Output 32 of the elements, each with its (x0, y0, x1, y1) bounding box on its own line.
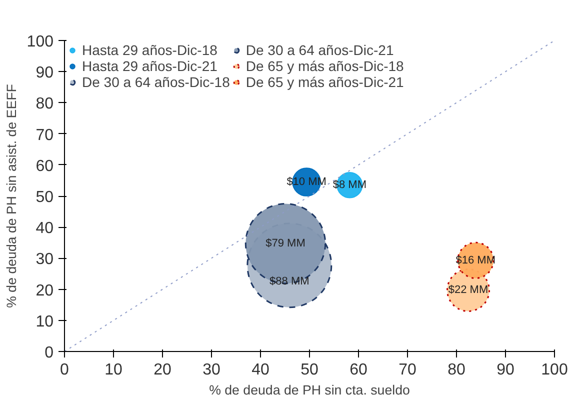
y-tick-label: 0 (44, 344, 54, 362)
y-tick-label: 60 (36, 158, 54, 175)
legend-label: De 30 a 64 años-Dic-18 (82, 74, 230, 90)
legend-label: De 65 y más años-Dic-21 (246, 74, 404, 90)
x-tick-label: 90 (496, 362, 514, 378)
x-tick-label: 70 (398, 362, 416, 378)
y-tick-label: 10 (36, 313, 54, 330)
x-tick-label: 50 (300, 362, 318, 378)
legend-label: Hasta 29 años-Dic-18 (82, 42, 218, 58)
y-tick-label: 30 (36, 251, 54, 268)
y-tick-label: 80 (36, 96, 54, 113)
annotation: $22 MM (448, 284, 488, 296)
y-tick-label: 50 (36, 189, 54, 206)
x-tick-label: 100 (541, 362, 568, 378)
x-tick-label: 40 (252, 362, 270, 378)
x-tick-label: 10 (104, 362, 122, 378)
x-tick-label: 60 (350, 362, 368, 378)
y-tick-label: 70 (36, 126, 54, 144)
y-tick-label: 20 (36, 282, 54, 300)
y-tick-label: 90 (36, 64, 54, 82)
x-tick-label: 20 (154, 362, 172, 378)
x-tick-label: 80 (448, 362, 466, 378)
y-tick-label: 40 (36, 220, 54, 238)
x-tick-label: 0 (60, 362, 70, 378)
x-axis-title: % de deuda de PH sin cta. sueldo (209, 382, 410, 398)
legend-label: De 30 a 64 años-Dic-21 (246, 42, 394, 58)
y-axis-title: % de deuda de PH sin asist. de EEFF (4, 84, 19, 308)
legend-label: De 65 y más años-Dic-18 (246, 58, 404, 74)
x-tick-label: 30 (202, 362, 220, 378)
legend-label: Hasta 29 años-Dic-21 (82, 58, 218, 74)
annotation: $79 MM (266, 238, 306, 250)
y-tick-label: 100 (26, 34, 54, 50)
